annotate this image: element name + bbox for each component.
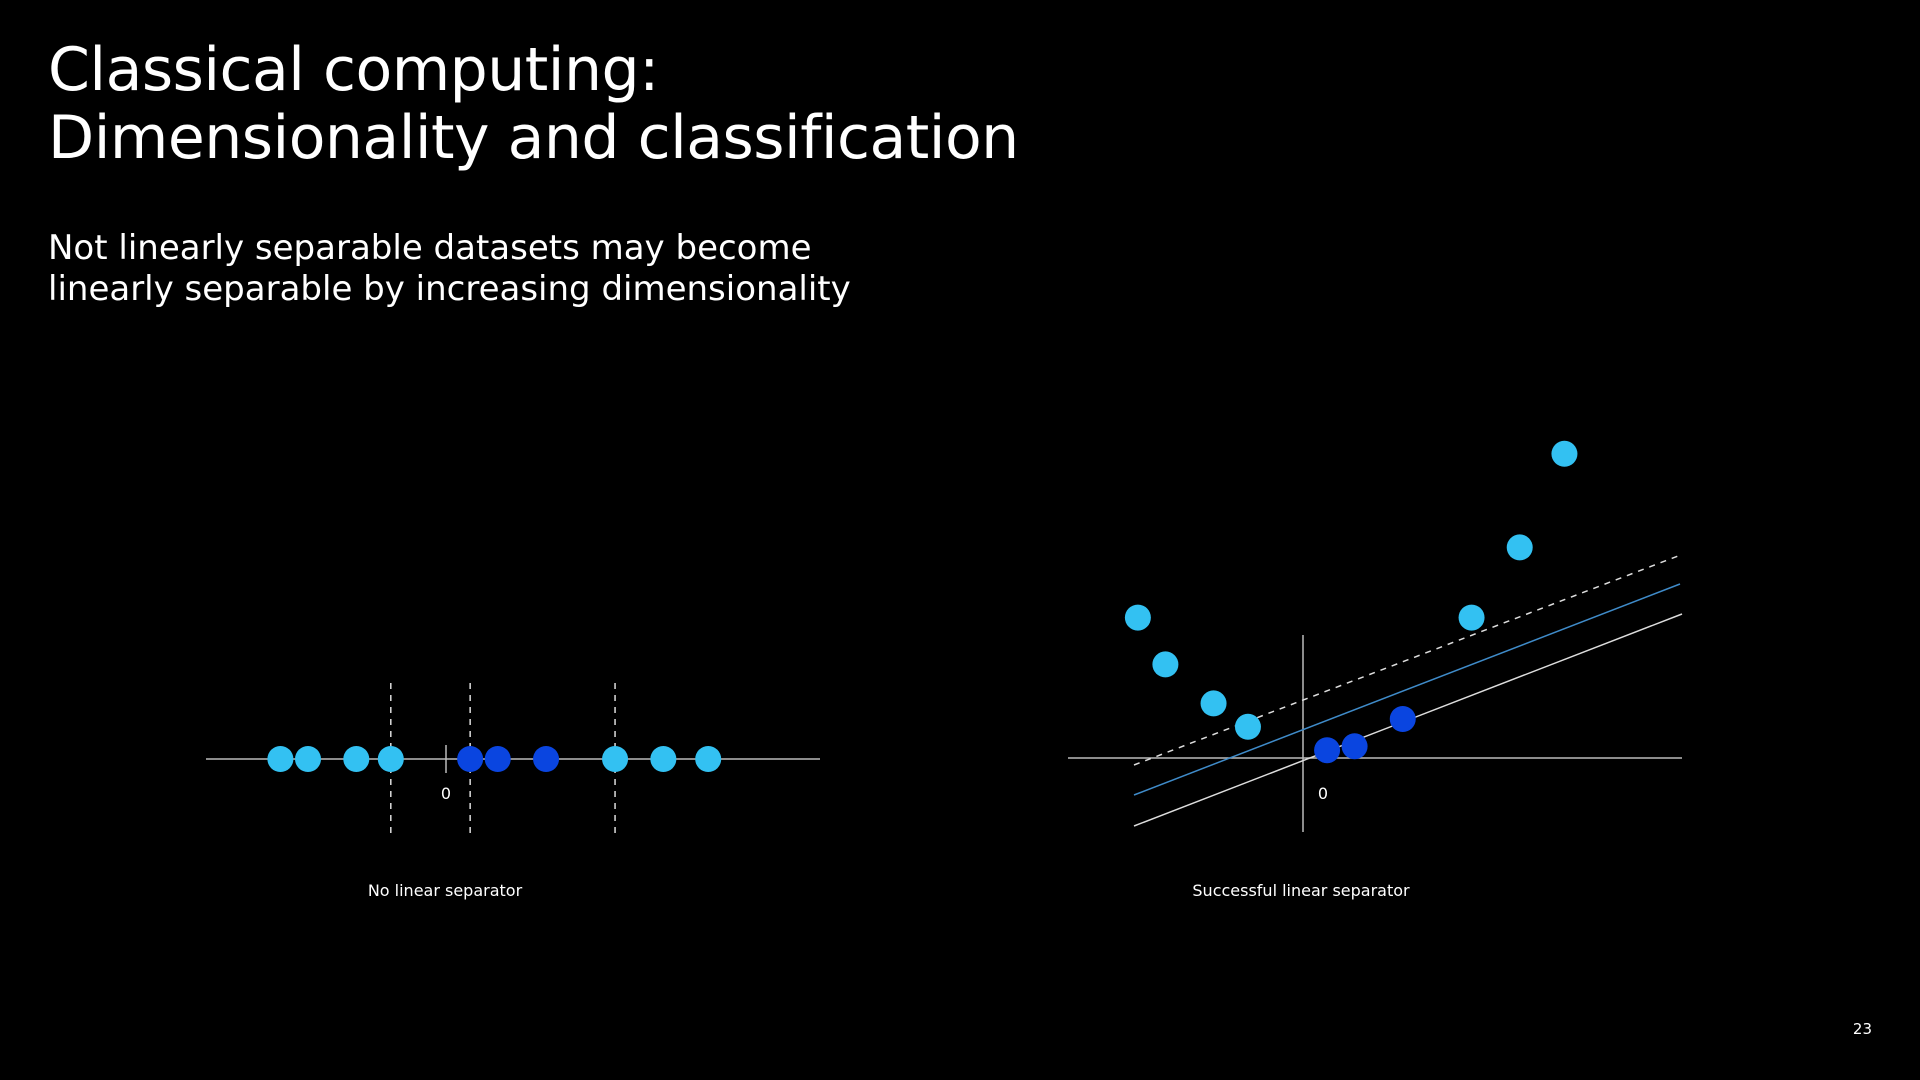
left-point-1 [267,746,294,772]
left-point-7 [533,746,560,772]
left-data-points [267,746,722,772]
slide-subtitle: Not linearly separable datasets may beco… [48,228,851,310]
left-point-5 [457,746,484,772]
right-diagram-caption: Successful linear separator [1192,881,1410,900]
left-point-2 [295,746,321,772]
slide-title: Classical computing: Dimensionality and … [48,36,1019,172]
right-origin-label: 0 [1318,784,1328,803]
left-origin-label: 0 [441,784,451,803]
right-data-points [1124,440,1578,764]
left-point-4 [377,746,404,772]
left-point-8 [602,746,629,772]
left-diagram-caption: No linear separator [368,881,523,900]
page-number: 23 [1852,1020,1872,1038]
linear-separator-line [1133,583,1681,796]
right-point-10 [1551,440,1578,467]
left-point-6 [484,746,511,772]
right-point-1 [1124,604,1151,631]
right-point-6 [1341,733,1368,760]
left-point-10 [695,746,722,772]
right-point-7 [1389,706,1416,732]
right-point-4 [1234,713,1261,740]
left-diagram-1d: 0 No linear separator [206,683,820,900]
right-point-8 [1458,604,1485,631]
slide-title-line-1: Classical computing: [48,35,659,105]
slide-subtitle-line-2: linearly separable by increasing dimensi… [48,269,851,309]
right-point-5 [1314,737,1341,764]
slide-subtitle-line-1: Not linearly separable datasets may beco… [48,228,812,268]
left-point-9 [650,746,677,772]
left-point-3 [343,746,370,772]
slide-title-line-2: Dimensionality and classification [48,103,1019,173]
right-diagram-2d: 0 Successful linear separator [1068,440,1683,900]
upper-margin-dashed-line [1133,555,1679,766]
right-point-2 [1152,651,1179,678]
right-point-3 [1200,690,1227,717]
right-point-9 [1506,534,1533,561]
